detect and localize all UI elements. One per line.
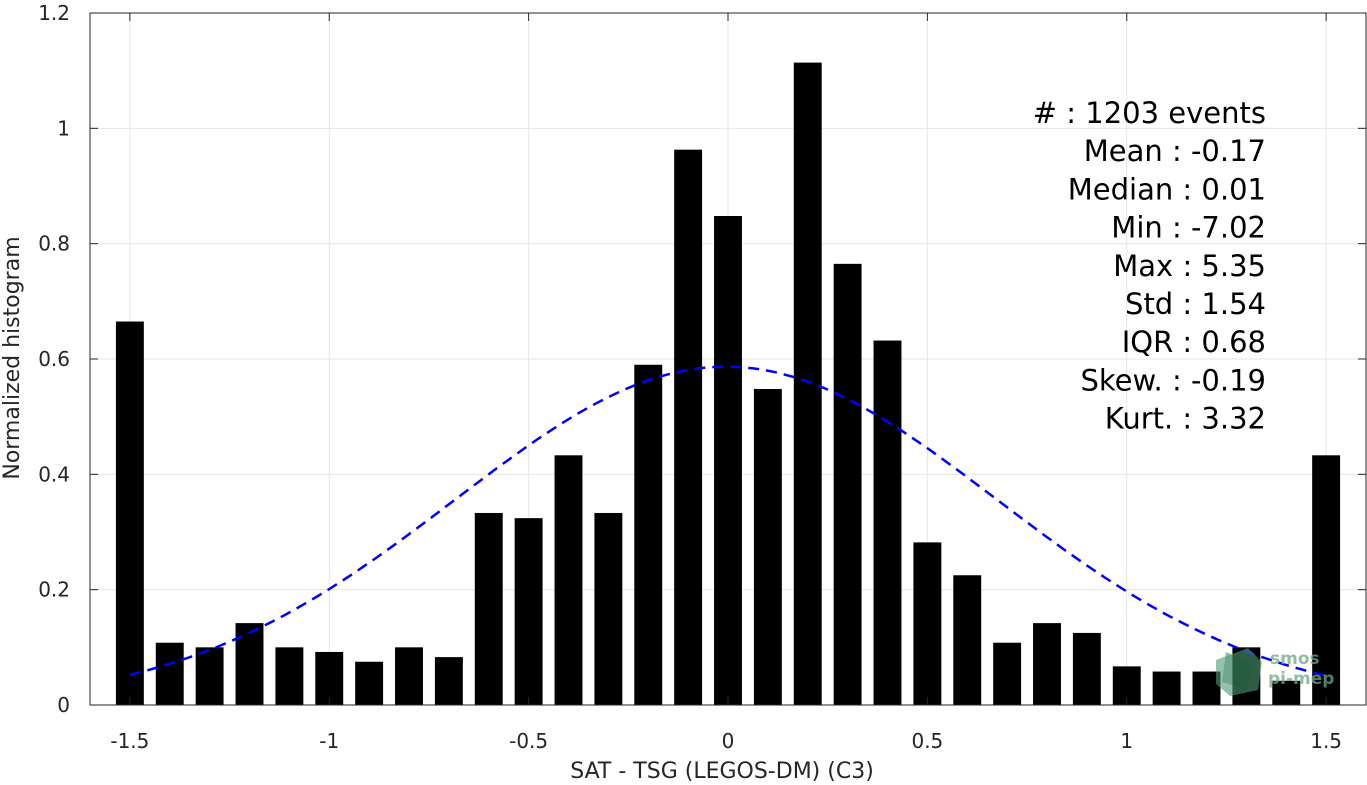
y-tick-label: 0 bbox=[57, 693, 70, 717]
histogram-bar bbox=[993, 642, 1022, 705]
logo-text-smos: smos bbox=[1270, 649, 1320, 669]
x-tick-label: 0.5 bbox=[911, 729, 943, 753]
histogram-bar bbox=[195, 647, 224, 705]
x-axis-title: SAT - TSG (LEGOS-DM) (C3) bbox=[570, 759, 874, 784]
stats-line: Mean : -0.17 bbox=[1084, 134, 1266, 168]
histogram-bar bbox=[1072, 632, 1101, 705]
histogram-bar bbox=[315, 651, 344, 705]
histogram-bar bbox=[1312, 455, 1341, 705]
y-axis-title: Normalized histogram bbox=[0, 236, 25, 479]
histogram-bar bbox=[674, 149, 703, 706]
y-tick-label: 1.2 bbox=[38, 1, 70, 25]
histogram-bar bbox=[753, 388, 782, 705]
x-tick-label: -1.5 bbox=[110, 729, 149, 753]
y-tick-label: 0.8 bbox=[38, 232, 70, 256]
stats-line: Min : -7.02 bbox=[1111, 211, 1266, 245]
histogram-bar bbox=[953, 575, 982, 705]
stats-line: Max : 5.35 bbox=[1113, 249, 1266, 283]
histogram-bar bbox=[833, 263, 862, 705]
histogram-bar bbox=[714, 215, 742, 705]
stats-line: # : 1203 events bbox=[1033, 96, 1266, 130]
histogram-bar bbox=[634, 364, 663, 705]
histogram-bar bbox=[115, 321, 144, 705]
stats-line: Kurt. : 3.32 bbox=[1105, 402, 1266, 436]
y-tick-label: 1 bbox=[57, 116, 70, 140]
histogram-bars bbox=[115, 62, 1341, 706]
histogram-bar bbox=[1152, 671, 1181, 705]
stats-line: IQR : 0.68 bbox=[1122, 325, 1266, 359]
stats-line: Std : 1.54 bbox=[1125, 287, 1266, 321]
histogram-bar bbox=[275, 647, 304, 705]
y-tick-label: 0.4 bbox=[38, 462, 70, 486]
x-tick-label: 1.5 bbox=[1310, 729, 1342, 753]
histogram-bar bbox=[594, 512, 623, 705]
histogram-bar bbox=[514, 518, 543, 705]
histogram-bar bbox=[913, 542, 942, 705]
histogram-bar bbox=[395, 647, 423, 705]
y-tick-label: 0.6 bbox=[38, 347, 70, 371]
histogram-bar bbox=[873, 340, 902, 705]
histogram-bar bbox=[155, 642, 184, 705]
normal-fit-curve bbox=[129, 365, 1327, 678]
x-tick-label: 0 bbox=[722, 729, 735, 753]
stats-box: # : 1203 events Mean : -0.17 Median : 0.01… bbox=[1033, 96, 1266, 436]
stats-line: Skew. : -0.19 bbox=[1080, 363, 1266, 397]
histogram-bar bbox=[554, 455, 583, 705]
axis-ticks: -1.5 -1 -0.5 0 0.5 1 1.5 0 0.2 0.4 0.6 0.8 1 1.2 bbox=[38, 1, 1366, 753]
logo-text-pimep: pi-mep bbox=[1268, 669, 1334, 689]
x-tick-label: -1 bbox=[319, 729, 339, 753]
histogram-bar bbox=[235, 623, 264, 705]
histogram-bar bbox=[1272, 680, 1301, 705]
y-tick-label: 0.2 bbox=[38, 578, 70, 602]
smos-pi-mep-logo: smos pi-mep bbox=[1216, 648, 1334, 696]
histogram-bar bbox=[355, 661, 384, 705]
histogram-bar bbox=[1033, 623, 1061, 705]
histogram-bar bbox=[793, 62, 822, 706]
stats-line: Median : 0.01 bbox=[1068, 172, 1266, 206]
histogram-bar bbox=[434, 657, 463, 705]
x-tick-label: -0.5 bbox=[509, 729, 548, 753]
histogram-bar bbox=[474, 512, 503, 705]
histogram-bar bbox=[1192, 671, 1221, 705]
x-tick-label: 1 bbox=[1120, 729, 1133, 753]
